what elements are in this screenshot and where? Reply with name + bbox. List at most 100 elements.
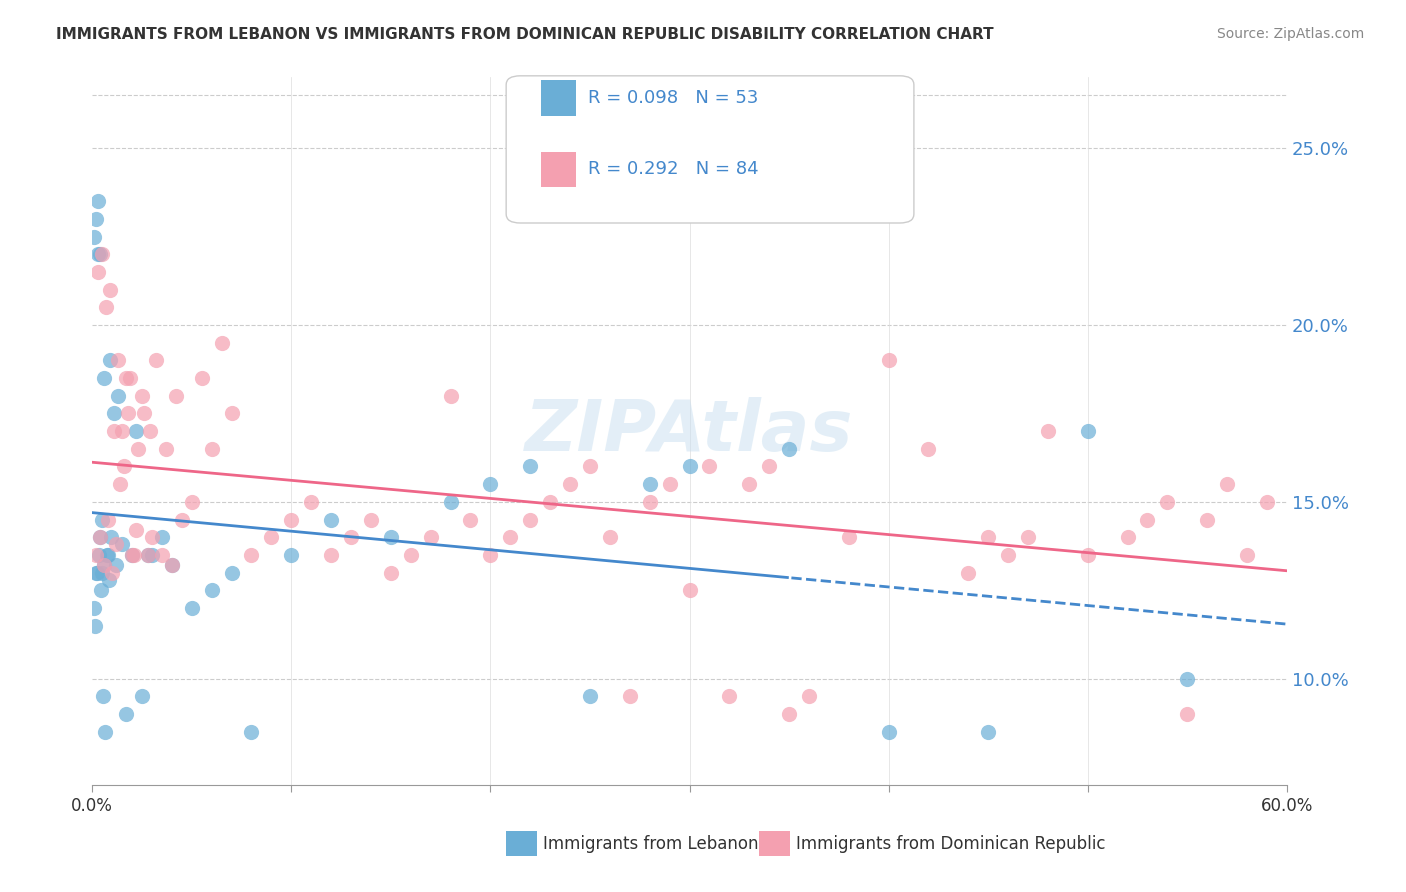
Point bbox=[519, 512, 541, 526]
Point bbox=[91, 566, 114, 580]
Point bbox=[141, 548, 163, 562]
Point bbox=[121, 548, 143, 562]
Point bbox=[340, 530, 363, 544]
Point bbox=[579, 459, 602, 474]
Point bbox=[98, 573, 121, 587]
Point bbox=[100, 530, 122, 544]
Point bbox=[718, 690, 741, 704]
Point bbox=[201, 442, 224, 456]
Point bbox=[145, 353, 167, 368]
Point bbox=[121, 548, 143, 562]
Point bbox=[658, 477, 681, 491]
Point bbox=[479, 548, 502, 562]
Point bbox=[165, 389, 187, 403]
Point bbox=[758, 459, 780, 474]
Point bbox=[89, 530, 111, 544]
Point bbox=[155, 442, 177, 456]
Point bbox=[180, 601, 202, 615]
Point bbox=[1036, 424, 1059, 438]
Point bbox=[917, 442, 939, 456]
Text: ZIPAtlas: ZIPAtlas bbox=[526, 397, 853, 466]
Point bbox=[221, 406, 243, 420]
Point bbox=[112, 459, 135, 474]
Point bbox=[1077, 424, 1099, 438]
Point bbox=[977, 530, 1000, 544]
Point bbox=[419, 530, 441, 544]
Point bbox=[1077, 548, 1099, 562]
Point bbox=[131, 389, 153, 403]
Point bbox=[280, 512, 302, 526]
Point bbox=[678, 583, 700, 598]
Point bbox=[957, 566, 980, 580]
Point bbox=[240, 724, 263, 739]
Point bbox=[93, 558, 115, 573]
Point bbox=[98, 283, 121, 297]
Text: Source: ZipAtlas.com: Source: ZipAtlas.com bbox=[1216, 27, 1364, 41]
Point bbox=[877, 724, 900, 739]
Point bbox=[1136, 512, 1159, 526]
Point bbox=[1197, 512, 1219, 526]
Point bbox=[136, 548, 159, 562]
Point bbox=[1116, 530, 1139, 544]
Point bbox=[678, 459, 700, 474]
Point bbox=[538, 495, 561, 509]
Point bbox=[319, 548, 342, 562]
Point bbox=[797, 690, 820, 704]
Point bbox=[738, 477, 761, 491]
Point bbox=[160, 558, 183, 573]
Point bbox=[380, 530, 402, 544]
Point bbox=[139, 424, 162, 438]
Point bbox=[118, 371, 141, 385]
Point bbox=[84, 211, 107, 226]
Point bbox=[170, 512, 193, 526]
Point bbox=[558, 477, 581, 491]
Point bbox=[96, 548, 118, 562]
Point bbox=[103, 424, 125, 438]
Point bbox=[87, 247, 110, 261]
Point bbox=[89, 530, 111, 544]
Point bbox=[299, 495, 322, 509]
Point bbox=[111, 537, 134, 551]
Point bbox=[84, 618, 107, 632]
Point bbox=[997, 548, 1019, 562]
Point bbox=[977, 724, 1000, 739]
Point bbox=[1017, 530, 1039, 544]
Point bbox=[638, 495, 661, 509]
Point bbox=[105, 558, 128, 573]
Point bbox=[101, 566, 124, 580]
Point bbox=[97, 548, 120, 562]
Point bbox=[107, 353, 129, 368]
Point bbox=[84, 566, 107, 580]
Point bbox=[105, 537, 128, 551]
Point bbox=[180, 495, 202, 509]
Point bbox=[1216, 477, 1239, 491]
Point bbox=[280, 548, 302, 562]
Point bbox=[94, 724, 117, 739]
Point bbox=[87, 194, 110, 209]
Text: R = 0.098   N = 53: R = 0.098 N = 53 bbox=[588, 89, 758, 107]
Point bbox=[107, 389, 129, 403]
Point bbox=[103, 406, 125, 420]
Point bbox=[83, 229, 105, 244]
Point bbox=[93, 558, 115, 573]
Point bbox=[1175, 672, 1198, 686]
Point bbox=[131, 690, 153, 704]
Point bbox=[150, 530, 173, 544]
Point bbox=[87, 265, 110, 279]
Point bbox=[499, 530, 522, 544]
Point bbox=[150, 548, 173, 562]
Point bbox=[319, 512, 342, 526]
Point bbox=[221, 566, 243, 580]
Point bbox=[619, 690, 641, 704]
Point bbox=[111, 424, 134, 438]
Point bbox=[240, 548, 263, 562]
Point bbox=[201, 583, 224, 598]
Point bbox=[97, 512, 120, 526]
Point bbox=[89, 548, 111, 562]
Point bbox=[1236, 548, 1258, 562]
Point bbox=[877, 353, 900, 368]
Point bbox=[380, 566, 402, 580]
Point bbox=[190, 371, 212, 385]
Point bbox=[699, 459, 721, 474]
Point bbox=[115, 706, 138, 721]
